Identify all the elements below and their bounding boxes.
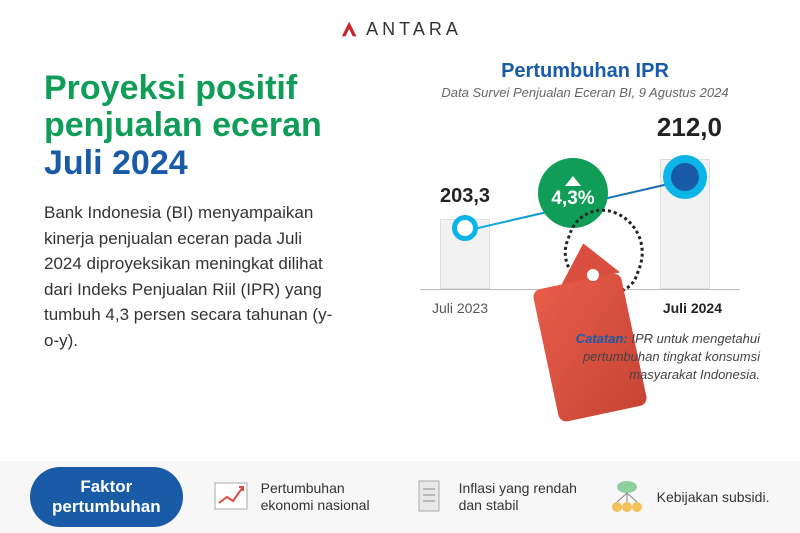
headline: Proyeksi positif penjualan eceran Juli 2… (44, 70, 374, 182)
point-2023 (452, 215, 478, 241)
factor-item-3: Kebijakan subsidi. (607, 477, 770, 517)
footnote-title: Catatan: (576, 331, 628, 346)
infographic-root: ANTARA Proyeksi positif penjualan eceran… (0, 0, 800, 533)
antara-mark-icon (338, 18, 360, 40)
factors-bar: Faktor pertumbuhan Pertumbuhan ekonomi n… (0, 461, 800, 533)
factors-label-line2: pertumbuhan (52, 497, 161, 517)
receipt-icon (409, 477, 449, 517)
factors-label-line1: Faktor (52, 477, 161, 497)
brand-logo: ANTARA (338, 18, 462, 40)
brand-name: ANTARA (366, 19, 462, 40)
chart-subtitle: Data Survei Penjualan Eceran BI, 9 Agust… (410, 85, 760, 100)
lead-paragraph: Bank Indonesia (BI) menyampaikan kinerja… (44, 200, 344, 353)
chart-title: Pertumbuhan IPR (410, 60, 760, 83)
factor-text-1: Pertumbuhan ekonomi nasional (261, 480, 381, 514)
arrow-up-icon (565, 176, 581, 186)
point-2024 (663, 155, 707, 199)
value-2023: 203,3 (440, 185, 490, 208)
price-tag-graphic (535, 215, 655, 415)
tag-hole (587, 269, 599, 281)
growth-chart-icon (211, 477, 251, 517)
headline-line-3: Juli 2024 (44, 145, 374, 182)
headline-line-1: Proyeksi positif (44, 70, 374, 107)
factor-text-2: Inflasi yang rendah dan stabil (459, 480, 579, 514)
growth-value: 4,3% (551, 188, 594, 210)
value-2024: 212,0 (657, 112, 722, 143)
footnote: Catatan: IPR untuk mengetahui pertumbuha… (530, 330, 760, 385)
subsidy-icon (607, 477, 647, 517)
x-label-2024: Juli 2024 (663, 300, 722, 316)
headline-line-2: penjualan eceran (44, 107, 374, 144)
x-label-2023: Juli 2023 (432, 300, 488, 316)
factor-item-2: Inflasi yang rendah dan stabil (409, 477, 579, 517)
factors-label: Faktor pertumbuhan (30, 467, 183, 526)
factor-text-3: Kebijakan subsidi. (657, 489, 770, 506)
factor-item-1: Pertumbuhan ekonomi nasional (211, 477, 381, 517)
